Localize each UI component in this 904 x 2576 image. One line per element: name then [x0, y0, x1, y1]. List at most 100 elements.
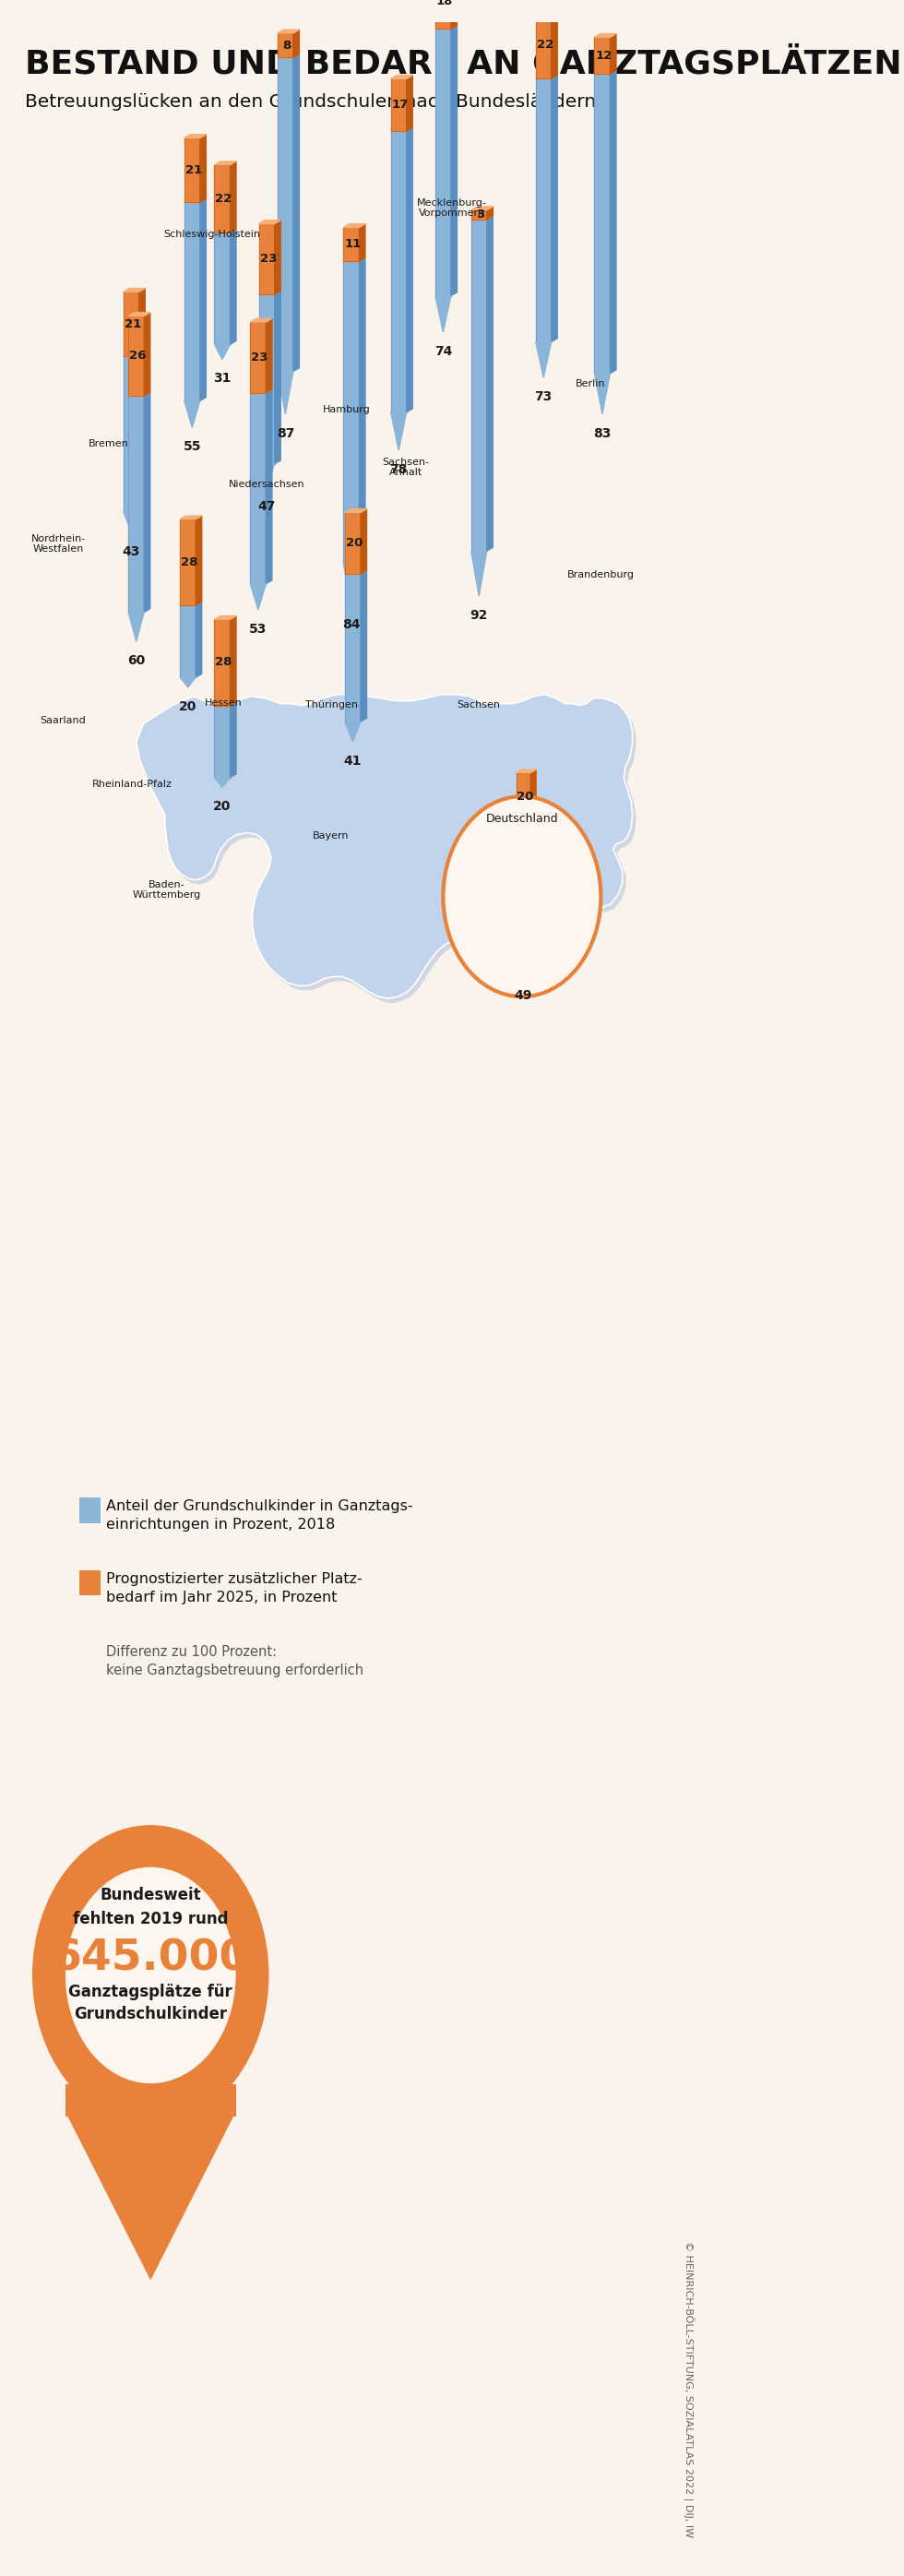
Text: Brandenburg: Brandenburg [567, 572, 635, 580]
Polygon shape [214, 229, 236, 232]
Polygon shape [144, 312, 150, 397]
Polygon shape [231, 616, 236, 706]
Text: 22: 22 [215, 193, 232, 204]
Polygon shape [259, 224, 275, 294]
Polygon shape [184, 204, 200, 402]
Polygon shape [266, 319, 272, 392]
Text: 78: 78 [390, 464, 408, 477]
Polygon shape [259, 222, 280, 224]
Polygon shape [407, 126, 412, 412]
Text: Sachsen: Sachsen [457, 701, 501, 708]
Polygon shape [128, 392, 150, 397]
Text: Grundschulkinder: Grundschulkinder [74, 2007, 227, 2022]
Polygon shape [293, 54, 299, 371]
Text: Thüringen: Thüringen [305, 701, 358, 708]
Text: 3: 3 [476, 209, 485, 222]
Text: 22: 22 [536, 39, 553, 52]
Polygon shape [214, 165, 231, 232]
Polygon shape [250, 319, 272, 322]
Polygon shape [214, 162, 236, 165]
Text: 87: 87 [277, 428, 295, 440]
Polygon shape [595, 36, 610, 75]
Polygon shape [471, 551, 487, 595]
Polygon shape [123, 289, 146, 291]
Text: Hamburg: Hamburg [323, 404, 371, 415]
Text: Differenz zu 100 Prozent:
keine Ganztagsbetreuung erforderlich: Differenz zu 100 Prozent: keine Ganztags… [106, 1646, 363, 1677]
Text: Schleswig-Holstein: Schleswig-Holstein [163, 229, 260, 240]
Text: 43: 43 [122, 546, 140, 559]
Polygon shape [435, 26, 457, 28]
Polygon shape [345, 513, 361, 574]
Polygon shape [231, 162, 236, 232]
Polygon shape [595, 70, 617, 75]
Polygon shape [137, 696, 633, 999]
Text: 20: 20 [345, 536, 363, 549]
Text: 92: 92 [470, 608, 488, 621]
Polygon shape [391, 126, 412, 131]
Text: Bayern: Bayern [313, 832, 350, 840]
Text: Mecklenburg-
Vorpommern: Mecklenburg- Vorpommern [417, 198, 486, 219]
Polygon shape [200, 134, 206, 204]
Polygon shape [139, 289, 146, 355]
Polygon shape [144, 392, 150, 613]
Polygon shape [196, 515, 202, 605]
Text: Prognostizierter zusätzlicher Platz-
bedarf im Jahr 2025, in Prozent: Prognostizierter zusätzlicher Platz- bed… [106, 1571, 363, 1605]
Polygon shape [250, 392, 266, 585]
Polygon shape [471, 219, 487, 551]
Polygon shape [128, 613, 144, 641]
Polygon shape [184, 198, 206, 204]
Polygon shape [278, 57, 293, 371]
Polygon shape [180, 603, 202, 605]
Polygon shape [551, 8, 558, 80]
Polygon shape [435, 296, 451, 332]
Polygon shape [214, 232, 231, 345]
Bar [79, 1497, 100, 1522]
Text: 21: 21 [124, 317, 141, 330]
Polygon shape [250, 389, 272, 392]
Polygon shape [184, 139, 200, 204]
Text: 49: 49 [514, 989, 532, 1002]
Text: 83: 83 [593, 428, 611, 440]
Text: Baden-
Württemberg: Baden- Württemberg [133, 881, 202, 899]
Text: 41: 41 [344, 755, 362, 768]
Polygon shape [214, 778, 231, 788]
Text: Anteil der Grundschulkinder in Ganztags-
einrichtungen in Prozent, 2018: Anteil der Grundschulkinder in Ganztags-… [106, 1499, 413, 1530]
Text: Deutschland: Deutschland [485, 814, 559, 824]
Polygon shape [595, 374, 610, 415]
Text: Rheinland-Pfalz: Rheinland-Pfalz [92, 781, 172, 788]
Text: Ganztagsplätze für: Ganztagsplätze für [69, 1984, 232, 1999]
Polygon shape [214, 616, 236, 618]
Polygon shape [344, 564, 359, 605]
Circle shape [33, 1824, 268, 2125]
Polygon shape [471, 206, 493, 211]
Polygon shape [535, 8, 558, 10]
Polygon shape [250, 585, 266, 611]
Polygon shape [391, 75, 412, 80]
Polygon shape [65, 2112, 236, 2280]
Text: 73: 73 [534, 392, 552, 404]
Polygon shape [259, 291, 280, 294]
Circle shape [65, 1868, 236, 2084]
Polygon shape [250, 322, 266, 392]
Polygon shape [180, 520, 196, 605]
Text: Betreuungslücken an den Grundschulen nach Bundesländern: Betreuungslücken an den Grundschulen nac… [25, 93, 597, 111]
Text: 31: 31 [213, 371, 231, 384]
Text: 20: 20 [516, 791, 533, 804]
Polygon shape [610, 70, 617, 374]
Polygon shape [128, 312, 150, 317]
Polygon shape [344, 260, 359, 564]
Text: 20: 20 [179, 701, 197, 714]
Polygon shape [344, 224, 365, 227]
Polygon shape [196, 603, 202, 677]
Polygon shape [531, 817, 536, 958]
Text: Hessen: Hessen [205, 698, 242, 708]
Polygon shape [259, 464, 275, 487]
Text: Niedersachsen: Niedersachsen [229, 479, 305, 489]
Bar [65, 2084, 236, 2117]
Polygon shape [595, 33, 617, 36]
Polygon shape [231, 701, 236, 778]
Polygon shape [344, 258, 365, 260]
Polygon shape [278, 33, 293, 57]
Polygon shape [471, 211, 487, 219]
Polygon shape [128, 317, 144, 397]
